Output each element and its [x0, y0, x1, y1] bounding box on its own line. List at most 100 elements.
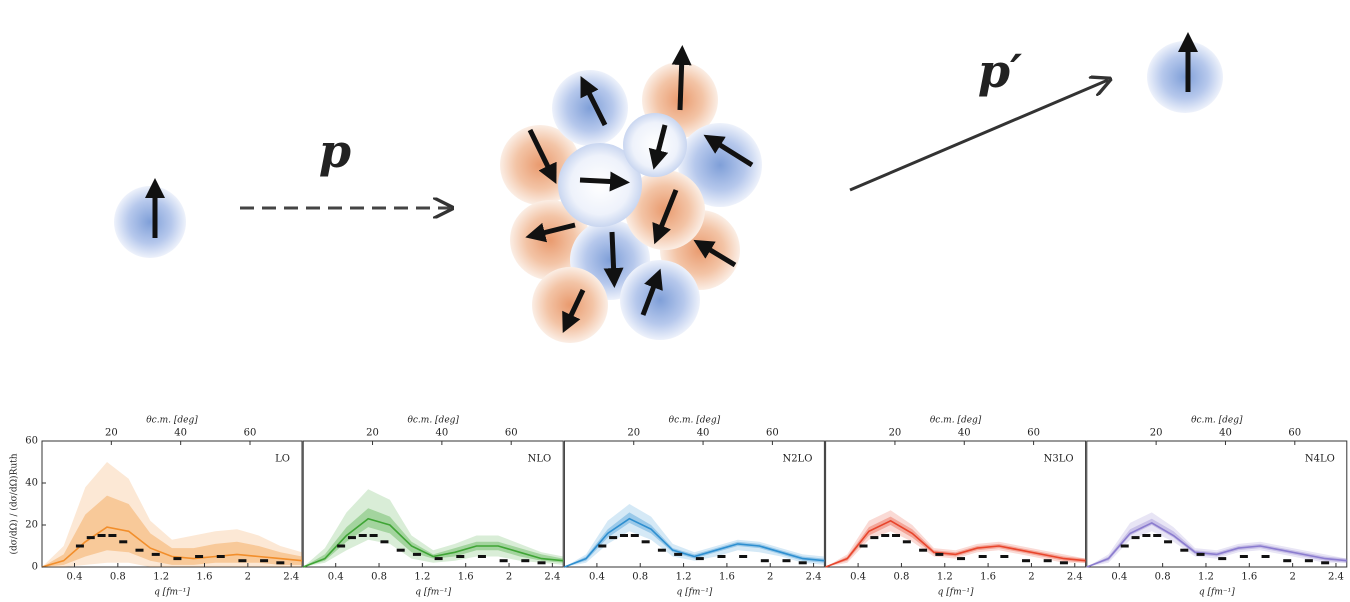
x-tick-label: 1.2 [676, 572, 692, 583]
plot-frame [41, 440, 303, 568]
x-tick-label: 2.4 [283, 572, 299, 583]
x-tick-label: 0.4 [589, 572, 605, 583]
panel-title: NLO [528, 454, 552, 465]
outer-band [303, 489, 564, 567]
panel-title: LO [275, 454, 290, 465]
panel: 0.4 0.8 1.2 1.6 2 2.4 20 40 60 N4LO q [fm⁻¹] θc.m. … [1086, 416, 1348, 598]
central-line [825, 519, 1086, 568]
y-tick-label: 20 [25, 520, 38, 531]
data-point [521, 559, 530, 563]
data-point [870, 536, 879, 540]
data-point [1164, 540, 1173, 544]
incoming-nucleon [114, 186, 186, 258]
data-point [619, 534, 628, 537]
data-point [1180, 548, 1189, 552]
inner-band [303, 508, 564, 567]
x-tick-label: 1.2 [153, 572, 169, 583]
data-point [859, 544, 868, 548]
panel-title: N3LO [1044, 454, 1074, 465]
data-point [173, 557, 182, 561]
x-tick-label: 2.4 [1328, 572, 1344, 583]
x-tick-label: 0.8 [1155, 572, 1171, 583]
data-point [1120, 544, 1129, 548]
data-point [75, 544, 84, 548]
x2-tick-label: 60 [505, 428, 518, 439]
x-tick-label: 0.8 [632, 572, 648, 583]
x2-axis-label: θc.m. [deg] [1191, 416, 1243, 426]
x-tick-label: 0.4 [1111, 572, 1127, 583]
data-point [798, 561, 807, 565]
panel: 0.4 0.8 1.2 1.6 2 2.4 20 40 60 NLO q [fm⁻¹] θc.m. [… [302, 416, 564, 598]
outer-band [1086, 512, 1347, 567]
data-point [902, 540, 911, 544]
x2-tick-label: 40 [697, 428, 710, 439]
data-point [609, 536, 618, 540]
data-point [537, 561, 546, 565]
plot-frame [1086, 440, 1348, 568]
plot-frame [563, 440, 825, 568]
data-point [86, 536, 95, 540]
data-point [347, 536, 356, 540]
x2-tick-label: 40 [1219, 428, 1232, 439]
scattering-diagram: p [114, 32, 1223, 343]
x-tick-label: 2 [245, 572, 251, 583]
data-point [108, 534, 117, 537]
x-tick-label: 2 [1028, 572, 1034, 583]
x2-tick-label: 60 [1288, 428, 1301, 439]
data-point [276, 561, 285, 565]
data-point [151, 552, 160, 556]
x-tick-label: 0.8 [110, 572, 126, 583]
data-point [119, 540, 128, 544]
x-axis-label: q [fm⁻¹] [1199, 588, 1235, 598]
nucleus [500, 45, 762, 343]
x-tick-label: 0.4 [328, 572, 344, 583]
data-point [935, 552, 944, 556]
x-tick-label: 1.6 [1241, 572, 1257, 583]
data-point [598, 544, 607, 548]
data-point [434, 557, 443, 561]
x-tick-label: 1.2 [414, 572, 430, 583]
x2-tick-label: 20 [105, 428, 118, 439]
data-point [674, 552, 683, 556]
incoming-momentum: p [319, 124, 351, 178]
inner-band [42, 495, 302, 567]
x-tick-label: 2.4 [1067, 572, 1083, 583]
x2-axis-label: θc.m. [deg] [407, 416, 459, 426]
central-line [41, 526, 303, 568]
data-point [456, 555, 465, 558]
y-tick-label: 0 [32, 562, 38, 573]
x2-axis-label: θc.m. [deg] [669, 416, 721, 426]
data-point [782, 559, 791, 563]
outgoing-momentum: p′ [978, 44, 1022, 98]
data-point [1153, 534, 1162, 537]
x2-tick-label: 60 [1027, 428, 1040, 439]
x-tick-label: 2.4 [544, 572, 560, 583]
data-point [260, 559, 269, 563]
outgoing-arrow [849, 80, 1108, 192]
x2-tick-label: 60 [766, 428, 779, 439]
data-point [1196, 552, 1205, 556]
x-tick-label: 1.6 [719, 572, 735, 583]
data-point [396, 548, 405, 552]
x-tick-label: 1.6 [197, 572, 213, 583]
x2-tick-label: 20 [627, 428, 640, 439]
data-point [1239, 555, 1248, 558]
central-line [302, 517, 564, 568]
data-point [760, 559, 769, 563]
panel-title: N4LO [1305, 454, 1335, 465]
x2-tick-label: 60 [244, 428, 257, 439]
data-point [892, 534, 901, 537]
x-tick-label: 2 [506, 572, 512, 583]
data-point [630, 534, 639, 537]
x-tick-label: 1.2 [937, 572, 953, 583]
data-point [195, 555, 204, 558]
data-point [657, 548, 666, 552]
data-point [1283, 559, 1292, 563]
outer-band [42, 462, 302, 567]
x2-tick-label: 20 [1150, 428, 1163, 439]
data-point [1142, 534, 1151, 537]
x2-axis-label: θc.m. [deg] [930, 416, 982, 426]
x-tick-label: 0.4 [67, 572, 83, 583]
data-point [337, 544, 346, 548]
x2-tick-label: 20 [366, 428, 379, 439]
